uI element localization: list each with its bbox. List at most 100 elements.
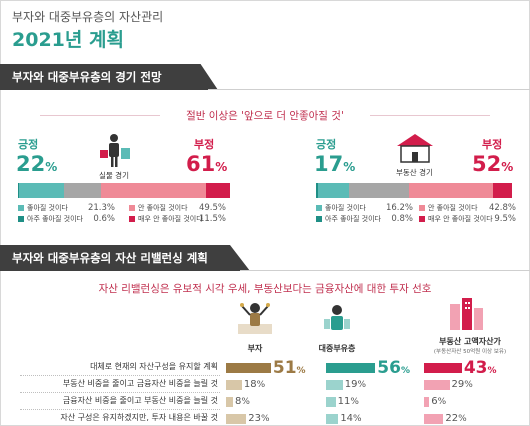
pct-sign: % [215, 160, 228, 174]
stack-segment-bad [100, 183, 206, 198]
tagline-rule-right [370, 115, 490, 116]
stack-segment-neutral [349, 183, 410, 198]
section-economy-title: 부자와 대중부유층의 경기 전망 [0, 64, 218, 90]
rebalancing-bar [326, 363, 376, 373]
shopping-person-icon [96, 132, 136, 168]
house-icon [394, 132, 436, 164]
legend-value: 0.8% [391, 213, 413, 224]
legend-swatch [18, 204, 24, 211]
rebalancing-value-label: 8% [235, 396, 250, 407]
rebalancing-bar [326, 380, 343, 390]
stack-segment-very-bad [205, 183, 230, 198]
legend-value: 0.6% [93, 213, 115, 224]
section-divider [240, 270, 530, 271]
real-estate-negative-number: 52 [472, 152, 502, 176]
legend-label: 아주 좋아질 것이다 [27, 214, 83, 223]
rebalancing-bar [326, 397, 336, 407]
legend-label: 매우 안 좋아질 것이다 [138, 214, 203, 223]
real-estate-negative-label: 부정 [482, 138, 503, 151]
legend-swatch [18, 215, 24, 222]
page-title: 2021년 계획 [12, 29, 124, 51]
row-label-change-content: 자산 구성은 유지하겠지만, 투자 내용은 바꿀 것 [60, 413, 218, 422]
real-economy-positive-number: 22 [16, 152, 46, 176]
real-economy-positive-label: 긍정 [18, 138, 39, 151]
real-estate-legend: 좋아질 것이다 16.2% 안 좋아질 것이다 42.8% 아주 좋아질 것이다 0.… [316, 202, 516, 224]
real-estate-negative-value: 52% [472, 152, 513, 176]
column-header-real-estate-investor: 부동산 고액자산가 [439, 337, 501, 346]
legend-label: 아주 좋아질 것이다 [325, 214, 381, 223]
row-label-more-real-estate: 금융자산 비중을 줄이고 부동산 비중을 늘릴 것 [62, 396, 218, 405]
column-header-affluent: 대중부유층 [318, 344, 356, 353]
rebalancing-bar [424, 414, 444, 424]
rebalancing-bar [424, 397, 430, 407]
tagline-rule-left [40, 115, 160, 116]
legend-value: 11.5% [198, 213, 226, 224]
affluent-person-icon [322, 303, 352, 337]
legend-value: 9.5% [494, 213, 516, 224]
rebalancing-value-label: 18% [243, 379, 266, 390]
rebalancing-value-label: 29% [451, 379, 473, 390]
real-economy-positive-value: 22% [16, 152, 57, 176]
real-estate-caption: 부동산 경기 [396, 168, 433, 177]
stack-segment-neutral [64, 183, 101, 198]
legend-value: 16.2% [385, 202, 413, 213]
row-separator [20, 392, 220, 393]
section-divider [208, 89, 530, 90]
stack-segment-very-good [18, 183, 20, 198]
legend-swatch [419, 204, 425, 211]
stack-segment-good [317, 183, 350, 198]
pct-sign: % [343, 160, 356, 174]
rebalancing-tagline: 자산 리밸런싱은 유보적 시각 우세, 부동산보다는 금융자산에 대한 투자 선… [98, 283, 432, 295]
rebalancing-bar [226, 397, 234, 407]
rebalancing-value-label: 6% [431, 396, 447, 407]
rebalancing-bar [226, 414, 247, 424]
rich-person-icon [236, 298, 274, 338]
stack-segment-very-bad [493, 183, 512, 198]
rebalancing-value-label: 22% [445, 413, 467, 424]
legend-label: 매우 안 좋아질 것이다 [428, 214, 493, 223]
rebalancing-value-label: 56% [377, 358, 410, 378]
real-economy-negative-label: 부정 [194, 138, 215, 151]
pct-sign: % [501, 160, 514, 174]
real-estate-positive-value: 17% [314, 152, 355, 176]
column-subheader-real-estate-investor: (부동산자산 50억원 이상 보유) [433, 349, 507, 355]
real-economy-stacked-bar [18, 183, 230, 198]
page-subtitle: 부자와 대중부유층의 자산관리 [12, 10, 164, 24]
economy-tagline: 절반 이상은 '앞으로 더 안좋아질 것' [186, 110, 344, 122]
legend-swatch [129, 215, 135, 222]
section-rebalancing-title: 부자와 대중부유층의 자산 리밸런싱 계획 [0, 245, 250, 271]
rebalancing-bar [326, 414, 339, 424]
rebalancing-value-label: 14% [340, 413, 362, 424]
legend-label: 안 좋아질 것이다 [428, 203, 478, 212]
row-separator [20, 375, 220, 376]
legend-swatch [129, 204, 135, 211]
row-label-more-financial: 부동산 비중을 줄이고 금융자산 비중을 늘릴 것 [62, 379, 218, 388]
row-label-keep: 대체로 현재의 자산구성을 유지할 계획 [90, 362, 218, 371]
legend-value: 42.8% [488, 202, 516, 213]
legend-swatch [316, 204, 322, 211]
row-separator [20, 409, 220, 410]
rebalancing-value-label: 23% [248, 413, 270, 424]
legend-swatch [316, 215, 322, 222]
real-estate-stacked-bar [316, 183, 512, 198]
legend-swatch [419, 215, 425, 222]
legend-value: 49.5% [198, 202, 226, 213]
real-economy-caption: 실물 경기 [99, 171, 129, 180]
rebalancing-bar [424, 380, 450, 390]
rebalancing-value-label: 19% [344, 379, 367, 390]
rebalancing-bar [226, 380, 242, 390]
legend-label: 안 좋아질 것이다 [138, 203, 188, 212]
real-economy-negative-number: 61 [186, 152, 216, 176]
rebalancing-value-label: 11% [337, 396, 359, 407]
rebalancing-bar [226, 363, 271, 373]
real-economy-legend: 좋아질 것이다 21.3% 안 좋아질 것이다 49.5% 아주 좋아질 것이다 0.… [18, 202, 226, 224]
pct-sign: % [45, 160, 58, 174]
rebalancing-value-label: 43% [463, 358, 497, 378]
legend-label: 좋아질 것이다 [325, 203, 366, 212]
stack-segment-good [19, 183, 65, 198]
legend-value: 21.3% [87, 202, 115, 213]
column-header-rich: 부자 [247, 344, 263, 353]
legend-label: 좋아질 것이다 [27, 203, 68, 212]
section-economy-header: 부자와 대중부유층의 경기 전망 [0, 64, 530, 90]
stack-segment-bad [409, 183, 494, 198]
